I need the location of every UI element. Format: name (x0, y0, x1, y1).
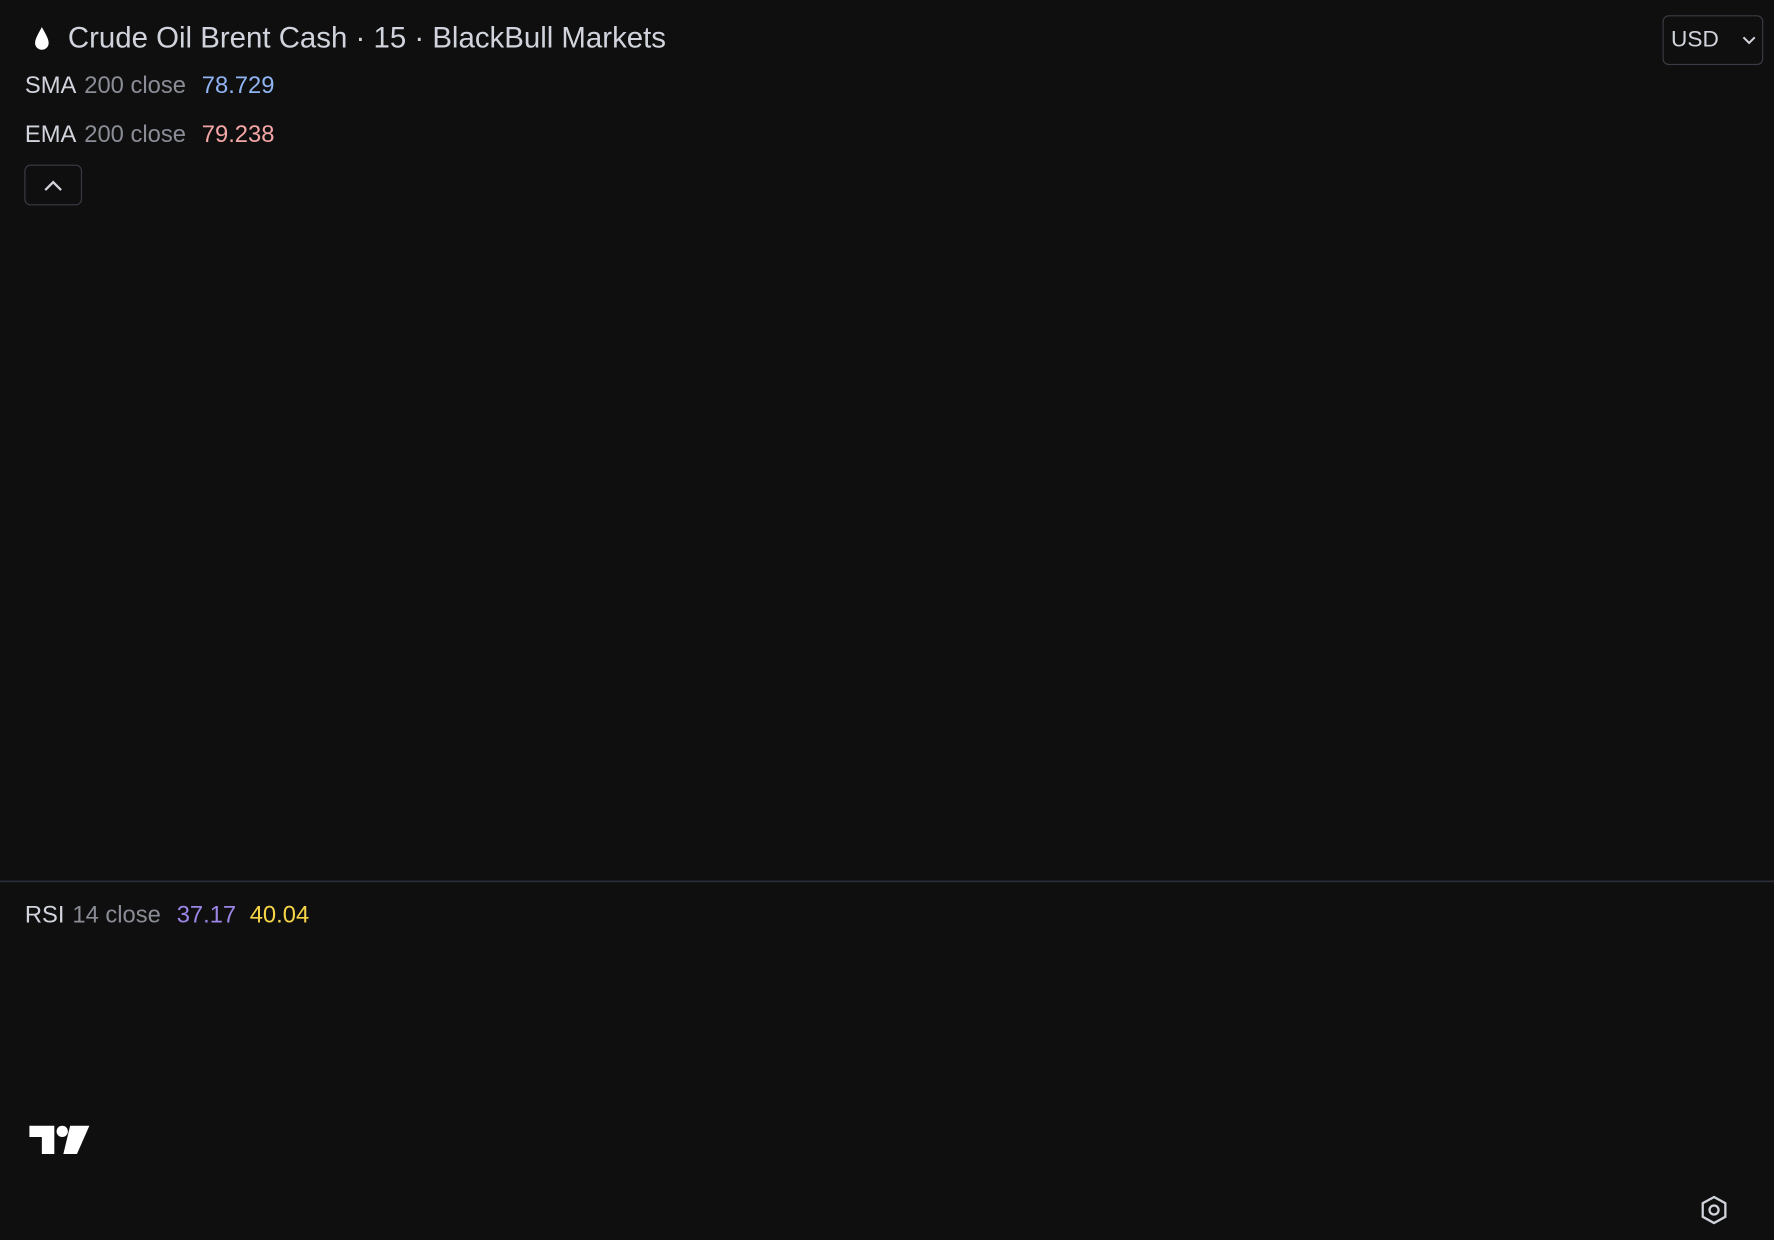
logo-part (56, 1125, 68, 1138)
currency-frame (1662, 15, 1764, 66)
ema-params: 200 close (84, 121, 186, 148)
chart-title[interactable]: Crude Oil Brent Cash · 15 · BlackBull Ma… (68, 21, 666, 54)
currency-selector[interactable]: USD (1662, 15, 1764, 66)
ema-legend[interactable]: EMA 200 close 79.238 (25, 121, 275, 148)
settings-button[interactable] (1701, 1195, 1727, 1225)
settings-icon-center (1708, 1204, 1720, 1216)
rsi-name: RSI (25, 902, 65, 929)
rsi-legend[interactable]: RSI 14 close 37.17 40.04 (25, 902, 309, 929)
ema-name: EMA (25, 121, 77, 148)
sma-name: SMA (25, 72, 77, 99)
tradingview-logo[interactable] (29, 1125, 90, 1155)
currency-chevron (1742, 36, 1756, 45)
sma-value: 78.729 (202, 72, 275, 99)
collapse-chevron (44, 180, 62, 191)
logo-part (29, 1125, 55, 1155)
collapse-button[interactable] (24, 164, 83, 206)
symbol-icon (35, 27, 49, 50)
rsi-ma-value: 40.04 (250, 902, 309, 929)
rsi-params: 14 close (72, 902, 160, 929)
settings-icon (1701, 1195, 1727, 1225)
rsi-value: 37.17 (177, 902, 236, 929)
currency-label: USD (1671, 27, 1719, 52)
sma-legend[interactable]: SMA 200 close 78.729 (25, 72, 275, 99)
ema-value: 79.238 (202, 121, 275, 148)
sma-params: 200 close (84, 72, 186, 99)
collapse-button-frame (24, 164, 83, 206)
logo-part (63, 1125, 90, 1155)
